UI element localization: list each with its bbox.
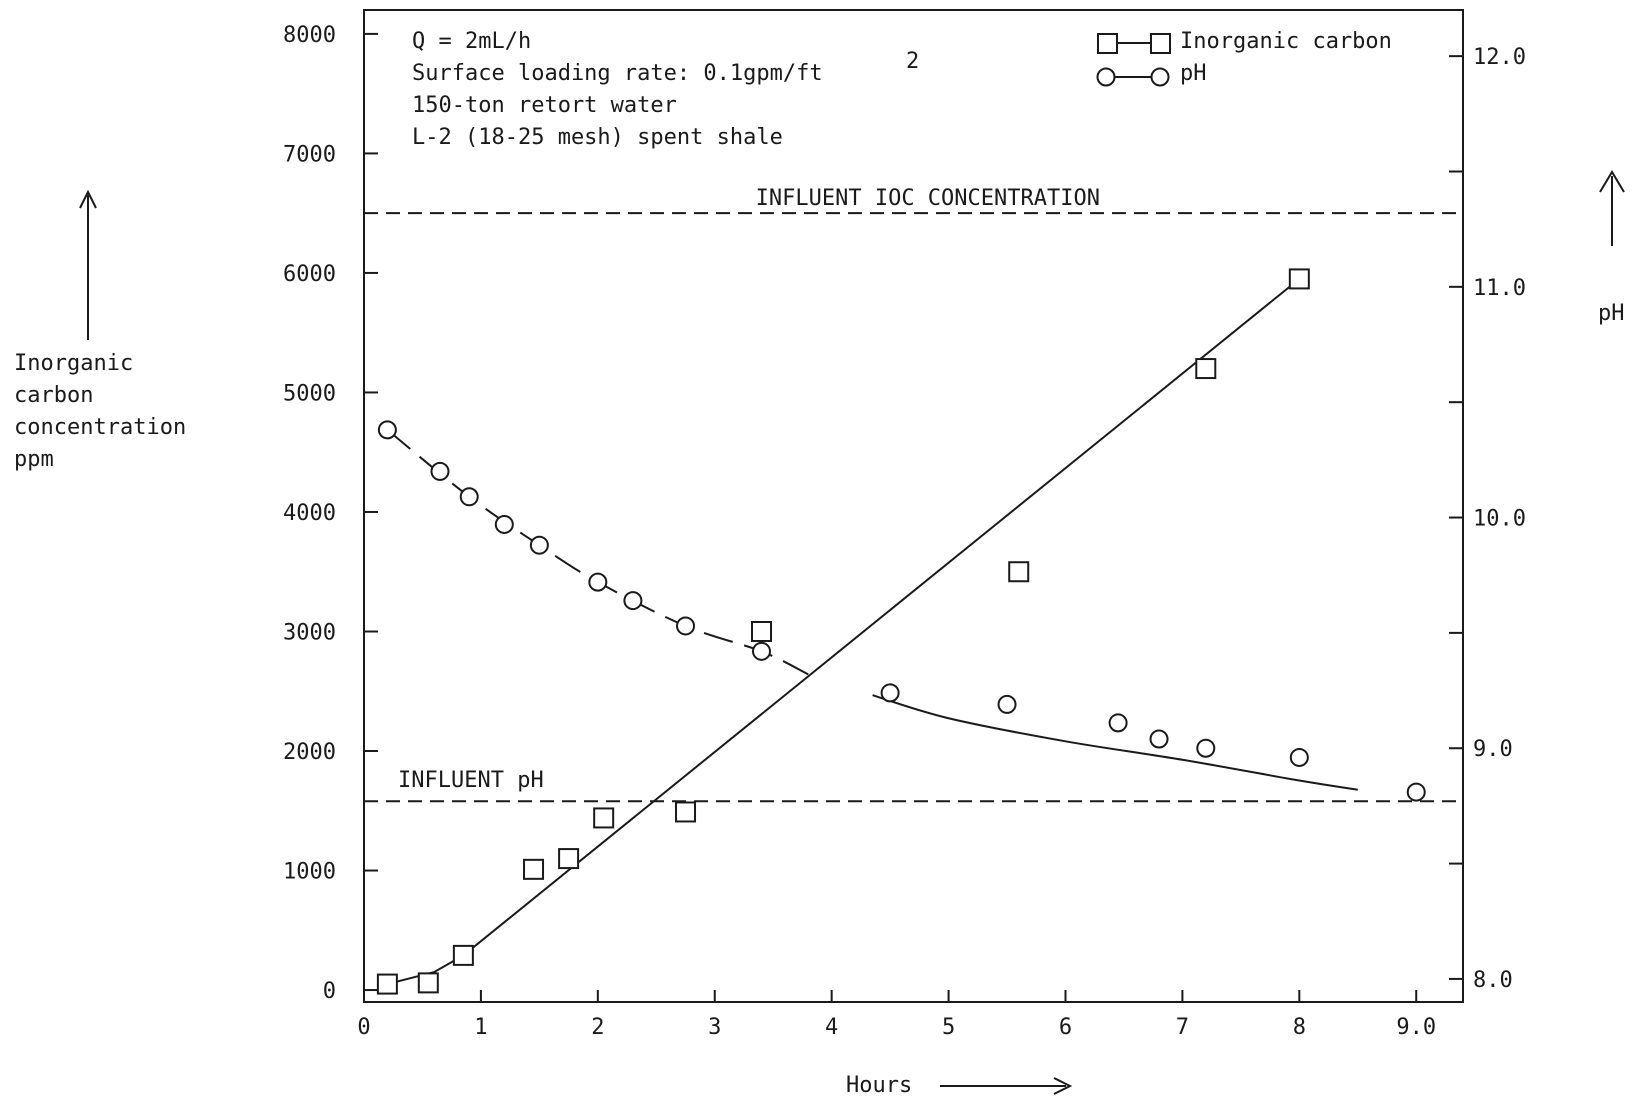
legend-label-ph: pH <box>1180 61 1207 86</box>
x-tick-label: 2 <box>591 1015 604 1040</box>
ph-point <box>588 572 608 592</box>
left-y-tick-label: 3000 <box>283 620 336 645</box>
ph-point <box>494 514 514 534</box>
inorganic-carbon-point <box>1288 268 1310 290</box>
inorganic-carbon-point <box>675 801 697 823</box>
legend-circle-marker-a <box>1096 67 1116 87</box>
ph-point <box>377 420 397 440</box>
left-axis-title: Inorganic carbon concentration ppm <box>14 189 186 472</box>
x-axis-arrow-head <box>1053 1077 1073 1095</box>
inorganic-carbon-point <box>376 973 398 995</box>
left-y-tick-label: 5000 <box>283 381 336 406</box>
left-axis-label-line-2: carbon <box>14 383 93 408</box>
ph-point <box>623 591 643 611</box>
influent-ph-label: INFLUENT pH <box>398 768 544 793</box>
plot-frame <box>363 9 1464 1003</box>
ph-point <box>1289 747 1309 767</box>
left-y-tick-label: 0 <box>323 979 336 1004</box>
ph-point <box>880 683 900 703</box>
x-tick-label: 0 <box>357 1015 370 1040</box>
right-y-tick-label: 10.0 <box>1473 507 1526 532</box>
right-y-tick-label: 8.0 <box>1473 968 1513 993</box>
ph-point <box>1108 713 1128 733</box>
x-axis-label: Hours <box>846 1073 912 1098</box>
left-y-tick-label: 4000 <box>283 501 336 526</box>
right-y-tick-label: 12.0 <box>1473 45 1526 70</box>
legend-label-inorganic-carbon: Inorganic carbon <box>1180 29 1392 54</box>
ph-point <box>997 694 1017 714</box>
annotation-flow: Q = 2mL/h <box>412 29 531 54</box>
inorganic-carbon-point <box>1008 561 1030 583</box>
annotation-loading-rate: Surface loading rate: 0.1gpm/ft <box>412 61 823 86</box>
ph-fit-curve-early <box>386 429 809 676</box>
left-axis-label-line-4: ppm <box>14 447 54 472</box>
inorganic-carbon-point <box>1195 358 1217 380</box>
legend-circle-marker-b <box>1150 67 1170 87</box>
left-y-tick-label: 1000 <box>283 860 336 885</box>
x-tick-label: 5 <box>942 1015 955 1040</box>
ph-point <box>459 487 479 507</box>
annotation-block: Q = 2mL/h Surface loading rate: 0.1gpm/f… <box>412 29 919 150</box>
ph-fit-curve-late <box>872 694 1358 791</box>
right-y-tick-label: 9.0 <box>1473 737 1513 762</box>
annotation-loading-rate-superscript: 2 <box>906 49 919 74</box>
x-tick-label: 7 <box>1176 1015 1189 1040</box>
left-y-tick-label: 7000 <box>283 142 336 167</box>
reference-lines: INFLUENT IOC CONCENTRATION INFLUENT pH <box>364 186 1463 803</box>
left-axis-label-line-1: Inorganic <box>14 351 133 376</box>
right-y-tick-label: 11.0 <box>1473 276 1526 301</box>
inorganic-carbon-fit-line <box>387 278 1300 986</box>
legend-square-marker-a <box>1097 33 1118 54</box>
x-tick-label: 3 <box>708 1015 721 1040</box>
left-axis-label-line-3: concentration <box>14 415 186 440</box>
left-y-tick-label: 2000 <box>283 740 336 765</box>
x-tick-label: 8 <box>1293 1015 1306 1040</box>
x-tick-label: 1 <box>474 1015 487 1040</box>
left-axis-arrow-head <box>79 189 97 209</box>
ph-point <box>676 616 696 636</box>
legend: Inorganic carbon pH <box>1096 29 1392 87</box>
inorganic-carbon-point <box>523 858 545 880</box>
inorganic-carbon-point <box>452 944 474 966</box>
right-axis-label: pH <box>1598 301 1625 326</box>
ph-point <box>529 535 549 555</box>
right-axis-arrow-head <box>1599 170 1625 193</box>
inorganic-carbon-point <box>751 620 773 642</box>
x-axis-title: Hours <box>846 1073 1073 1098</box>
annotation-water: 150-ton retort water <box>412 93 677 118</box>
data-points <box>376 268 1426 995</box>
right-axis-title: pH <box>1598 170 1625 326</box>
influent-ioc-label: INFLUENT IOC CONCENTRATION <box>756 186 1100 211</box>
inorganic-carbon-point <box>593 807 615 829</box>
ph-point <box>430 461 450 481</box>
inorganic-carbon-point <box>558 848 580 870</box>
ph-point <box>1149 729 1169 749</box>
annotation-shale: L-2 (18-25 mesh) spent shale <box>412 125 783 150</box>
left-y-tick-label: 6000 <box>283 262 336 287</box>
axis-ticks: 0 1 2 3 4 5 6 7 8 9.0 0 1000 2000 3000 4000 5000 6000 700… <box>283 23 1526 1040</box>
ph-point <box>1196 738 1216 758</box>
left-y-tick-label: 8000 <box>283 23 336 48</box>
inorganic-carbon-point <box>417 972 439 994</box>
x-tick-label: 9.0 <box>1396 1015 1436 1040</box>
x-tick-label: 6 <box>1059 1015 1072 1040</box>
ph-point <box>1406 782 1426 802</box>
legend-square-marker-b <box>1150 33 1171 54</box>
x-tick-label: 4 <box>825 1015 838 1040</box>
ph-point <box>752 641 772 661</box>
